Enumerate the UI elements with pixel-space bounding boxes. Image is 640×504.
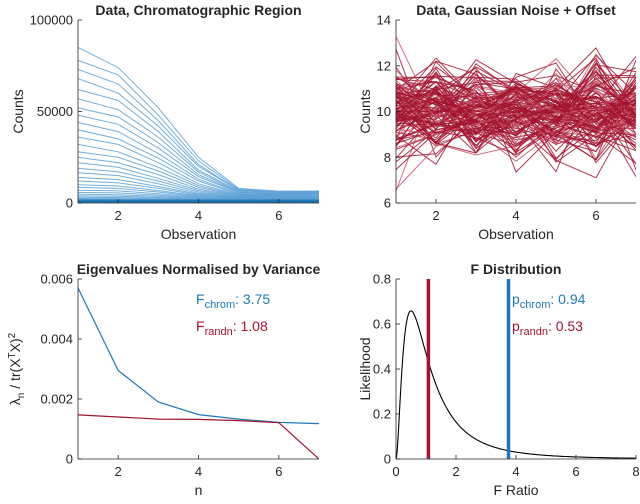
x-tick-label: 4 bbox=[195, 208, 202, 223]
y-tick-label: 14 bbox=[377, 13, 391, 28]
y-tick-label: 0.8 bbox=[373, 272, 391, 287]
x-axis-label: Observation bbox=[478, 226, 553, 242]
y-tick-label: 0.002 bbox=[40, 392, 73, 407]
y-tick-label: 12 bbox=[377, 58, 391, 73]
annotation-randn: prandn: 0.53 bbox=[512, 318, 583, 338]
y-tick-label: 0 bbox=[66, 196, 73, 211]
y-tick-label: 0 bbox=[384, 452, 391, 467]
y-tick-label: 0 bbox=[66, 452, 73, 467]
series-line bbox=[78, 90, 319, 193]
chart-title: Eigenvalues Normalised by Variance bbox=[77, 261, 321, 277]
chart-title: F Distribution bbox=[471, 261, 562, 277]
annotation-chrom: Fchrom: 3.75 bbox=[196, 291, 270, 311]
eigen-series-blue bbox=[78, 288, 319, 424]
chart-fdist: 0 2 4 6 8 0 0.2 0.4 0.6 0.8 F Distribution F Ratio L… bbox=[357, 261, 640, 498]
x-tick-label: 0 bbox=[392, 464, 399, 479]
x-tick-label: 8 bbox=[632, 464, 639, 479]
chart-chrom: 2 4 6 0 50000 100000 Data, Chromatographic Reg… bbox=[10, 2, 319, 242]
x-tick-label: 2 bbox=[452, 464, 459, 479]
y-axis-label: λn / tr(XTX)2 bbox=[7, 332, 27, 405]
y-tick-label: 0.006 bbox=[40, 272, 73, 287]
x-tick-label: 4 bbox=[512, 208, 519, 223]
x-tick-label: 4 bbox=[195, 464, 202, 479]
x-tick-label: 2 bbox=[115, 208, 122, 223]
x-tick-label: 6 bbox=[592, 208, 599, 223]
y-tick-label: 10 bbox=[377, 104, 391, 119]
y-axis-label: Counts bbox=[10, 89, 26, 133]
annotation-chrom: pchrom: 0.94 bbox=[512, 291, 586, 311]
x-tick-label: 6 bbox=[275, 208, 282, 223]
y-tick-label: 0.4 bbox=[373, 362, 391, 377]
y-tick-label: 8 bbox=[384, 150, 391, 165]
y-tick-label: 0.004 bbox=[40, 332, 73, 347]
chart-eig: 2 4 6 0 0.002 0.004 0.006 Eigenvalues Normalise… bbox=[7, 261, 320, 498]
chart-noise: 2 4 6 6 8 10 12 14 Data, Gaussian Noise + Offset… bbox=[357, 2, 636, 242]
x-axis-label: n bbox=[195, 482, 203, 498]
plot-area bbox=[78, 48, 319, 203]
plot-area bbox=[78, 288, 319, 459]
eigen-series-red bbox=[78, 415, 319, 459]
y-axis-label: Counts bbox=[357, 89, 373, 133]
y-tick-label: 6 bbox=[384, 196, 391, 211]
y-tick-label: 50000 bbox=[37, 104, 73, 119]
plot-area bbox=[396, 37, 636, 192]
x-tick-label: 2 bbox=[432, 208, 439, 223]
chart-title: Data, Chromatographic Region bbox=[95, 2, 301, 18]
x-axis-label: Observation bbox=[161, 226, 236, 242]
annotation-randn: Frandn: 1.08 bbox=[196, 318, 268, 338]
x-tick-label: 6 bbox=[275, 464, 282, 479]
y-tick-label: 0.6 bbox=[373, 317, 391, 332]
y-tick-label: 100000 bbox=[30, 13, 73, 28]
x-axis-label: F Ratio bbox=[493, 482, 538, 498]
chart-title: Data, Gaussian Noise + Offset bbox=[416, 2, 616, 18]
y-tick-label: 0.2 bbox=[373, 407, 391, 422]
x-tick-label: 4 bbox=[512, 464, 519, 479]
y-axis-label: Likelihood bbox=[357, 337, 373, 400]
x-tick-label: 6 bbox=[572, 464, 579, 479]
x-tick-label: 2 bbox=[115, 464, 122, 479]
